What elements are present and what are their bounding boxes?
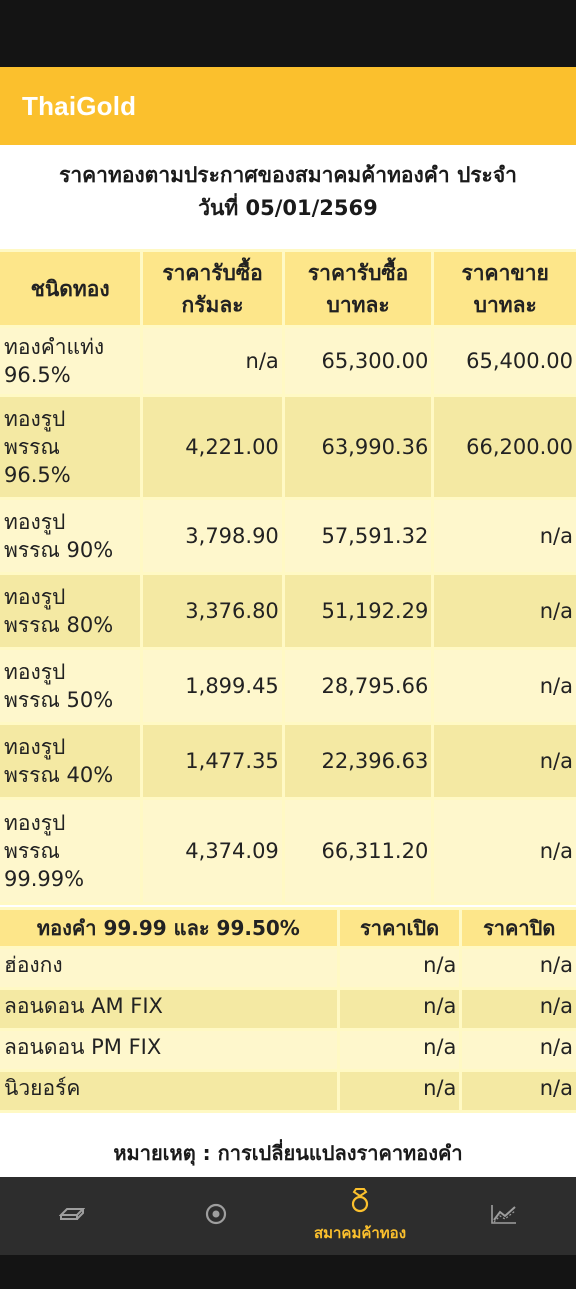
page-heading-line1: ราคาทองตามประกาศของสมาคมค้าทองคำ ประจำ [59, 163, 517, 187]
price-table-header: ชนิดทอง ราคารับซื้อ กรัมละ ราคารับซื้อ บ… [0, 252, 576, 325]
table-row: นิวยอร์ค n/a n/a [0, 1072, 576, 1110]
sell-baht-cell: n/a [434, 800, 576, 902]
sell-baht-cell: n/a [434, 725, 576, 797]
gold-type-cell: ทองรูป พรรณ 40% [0, 725, 141, 797]
close-price-cell: n/a [462, 949, 576, 987]
buy-baht-cell: 57,591.32 [284, 500, 432, 572]
buy-gram-cell: 4,374.09 [143, 800, 282, 902]
table-row: ทองรูป พรรณ 80% 3,376.80 51,192.29 n/a [0, 575, 576, 647]
gold-price-table: ชนิดทอง ราคารับซื้อ กรัมละ ราคารับซื้อ บ… [0, 249, 576, 905]
gold-type-cell: ทองคำแท่ง 96.5% [0, 328, 141, 394]
bottom-nav: สมาคมค้าทอง [0, 1177, 576, 1255]
market-cell: ลอนดอน AM FIX [0, 990, 337, 1028]
nav-label: สมาคมค้าทอง [313, 1224, 407, 1242]
gold-bar-icon [58, 1206, 86, 1226]
header-gold-type: ชนิดทอง [0, 252, 141, 325]
open-price-cell: n/a [339, 949, 460, 987]
header-label: ราคารับซื้อ กรัมละ [162, 260, 263, 317]
buy-baht-cell: 66,311.20 [284, 800, 432, 902]
header-sell-baht: ราคาขาย บาทละ [434, 252, 576, 325]
gold-type-cell: ทองรูป พรรณ 80% [0, 575, 141, 647]
header-label: ราคาขาย บาทละ [461, 260, 549, 317]
open-price-cell: n/a [339, 990, 460, 1028]
page-heading-line2: วันที่ 05/01/2569 [198, 196, 378, 220]
nav-item-gold-association[interactable]: สมาคมค้าทอง [288, 1177, 432, 1255]
gold-type-cell: ทองรูป พรรณ 96.5% [0, 397, 141, 497]
table-row: ทองรูป พรรณ 50% 1,899.45 28,795.66 n/a [0, 650, 576, 722]
table-row: ทองรูป พรรณ 90% 3,798.90 57,591.32 n/a [0, 500, 576, 572]
header-label: ชนิดทอง [30, 276, 110, 301]
table-row: ทองรูป พรรณ 99.99% 4,374.09 66,311.20 n/… [0, 800, 576, 902]
open-price-cell: n/a [339, 1031, 460, 1069]
main-content[interactable]: ราคาทองตามประกาศของสมาคมค้าทองคำ ประจำ ว… [0, 145, 576, 1177]
app-bar: ThaiGold [0, 67, 576, 145]
buy-baht-cell: 65,300.00 [284, 328, 432, 394]
header-open-price: ราคาเปิด [339, 910, 460, 946]
buy-gram-cell: 4,221.00 [143, 397, 282, 497]
sell-baht-cell: 65,400.00 [434, 328, 576, 394]
sell-baht-cell: 66,200.00 [434, 397, 576, 497]
header-intl-gold: ทองคำ 99.99 และ 99.50% [0, 910, 337, 946]
buy-gram-cell: 1,899.45 [143, 650, 282, 722]
buy-gram-cell: 3,376.80 [143, 575, 282, 647]
table-row: ทองคำแท่ง 96.5% n/a 65,300.00 65,400.00 [0, 328, 576, 394]
ring-icon [349, 1187, 371, 1217]
open-price-cell: n/a [339, 1072, 460, 1110]
table-row: ฮ่องกง n/a n/a [0, 949, 576, 987]
buy-baht-cell: 51,192.29 [284, 575, 432, 647]
buy-baht-cell: 63,990.36 [284, 397, 432, 497]
buy-baht-cell: 22,396.63 [284, 725, 432, 797]
buy-gram-cell: 3,798.90 [143, 500, 282, 572]
intl-table-header: ทองคำ 99.99 และ 99.50% ราคาเปิด ราคาปิด [0, 910, 576, 946]
gold-type-cell: ทองรูป พรรณ 90% [0, 500, 141, 572]
nav-item-chart[interactable] [432, 1177, 576, 1255]
sell-baht-cell: n/a [434, 650, 576, 722]
nav-item-gold-bar[interactable] [0, 1177, 144, 1255]
header-buy-gram: ราคารับซื้อ กรัมละ [143, 252, 282, 325]
page-heading: ราคาทองตามประกาศของสมาคมค้าทองคำ ประจำ ว… [0, 145, 576, 249]
header-buy-baht: ราคารับซื้อ บาทละ [284, 252, 432, 325]
app-title: ThaiGold [22, 90, 137, 121]
header-label: ราคารับซื้อ บาทละ [307, 260, 409, 317]
market-cell: นิวยอร์ค [0, 1072, 337, 1110]
nav-item-target[interactable] [144, 1177, 288, 1255]
buy-gram-cell: n/a [143, 328, 282, 394]
table-row: ทองรูป พรรณ 40% 1,477.35 22,396.63 n/a [0, 725, 576, 797]
close-price-cell: n/a [462, 1072, 576, 1110]
status-bar [0, 0, 576, 67]
sell-baht-cell: n/a [434, 575, 576, 647]
table-row: ลอนดอน AM FIX n/a n/a [0, 990, 576, 1028]
table-row: ทองรูป พรรณ 96.5% 4,221.00 63,990.36 66,… [0, 397, 576, 497]
header-close-price: ราคาปิด [462, 910, 576, 946]
market-cell: ฮ่องกง [0, 949, 337, 987]
buy-gram-cell: 1,477.35 [143, 725, 282, 797]
gold-type-cell: ทองรูป พรรณ 50% [0, 650, 141, 722]
intl-gold-table: ทองคำ 99.99 และ 99.50% ราคาเปิด ราคาปิด … [0, 907, 576, 1113]
price-change-note: หมายเหตุ : การเปลี่ยนแปลงราคาทองคำ [113, 1141, 463, 1165]
target-icon [204, 1202, 228, 1230]
close-price-cell: n/a [462, 1031, 576, 1069]
table-row: ลอนดอน PM FIX n/a n/a [0, 1031, 576, 1069]
close-price-cell: n/a [462, 990, 576, 1028]
system-nav-bar [0, 1255, 576, 1289]
buy-baht-cell: 28,795.66 [284, 650, 432, 722]
sell-baht-cell: n/a [434, 500, 576, 572]
market-cell: ลอนดอน PM FIX [0, 1031, 337, 1069]
gold-type-cell: ทองรูป พรรณ 99.99% [0, 800, 141, 902]
chart-line-icon [490, 1203, 518, 1229]
